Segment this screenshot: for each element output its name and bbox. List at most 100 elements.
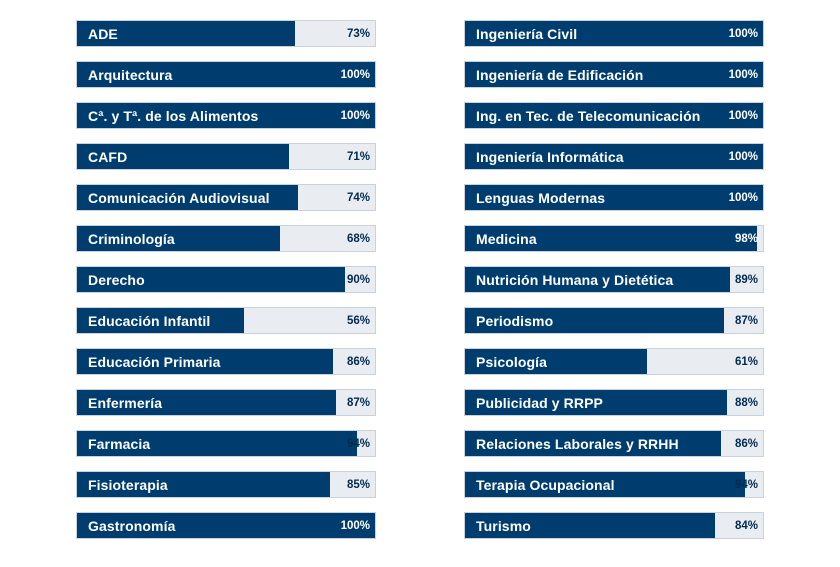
bar-row: Cª. y Tª. de los Alimentos 100% xyxy=(76,102,376,129)
bar-label: Terapia Ocupacional xyxy=(476,477,615,493)
bar-value-label: 86% xyxy=(346,356,370,368)
bar-row: ADE 73% xyxy=(76,20,376,47)
bar-row: Psicología 61% xyxy=(464,348,764,375)
bar-value-label: 100% xyxy=(340,520,370,532)
bar-row: Comunicación Audiovisual 74% xyxy=(76,184,376,211)
bar-fill xyxy=(77,21,295,46)
bar-label: Ingeniería Civil xyxy=(476,26,578,42)
bar-label: Cª. y Tª. de los Alimentos xyxy=(88,108,259,124)
bar-label: Relaciones Laborales y RRHH xyxy=(476,436,679,452)
bar-fill xyxy=(465,513,716,538)
bar-label: Nutrición Humana y Dietética xyxy=(476,272,674,288)
bar-fill xyxy=(465,144,763,169)
bar-value-label: 90% xyxy=(346,274,370,286)
bar-row: Educación Infantil 56% xyxy=(76,307,376,334)
bar-fill xyxy=(77,390,337,415)
bar-fill xyxy=(465,103,763,128)
bar-row: Medicina 98% xyxy=(464,225,764,252)
bar-row: Nutrición Humana y Dietética 89% xyxy=(464,266,764,293)
bar-label: Turismo xyxy=(476,518,531,534)
bar-row: Ingeniería Informática 100% xyxy=(464,143,764,170)
bar-value-label: 84% xyxy=(734,520,758,532)
bar-fill xyxy=(465,62,763,87)
bar-fill xyxy=(465,308,725,333)
bar-fill xyxy=(77,185,298,210)
bar-fill xyxy=(77,226,280,251)
bar-value-label: 85% xyxy=(346,479,370,491)
bar-fill xyxy=(77,144,289,169)
bar-row: Publicidad y RRPP 88% xyxy=(464,389,764,416)
bar-row: Turismo 84% xyxy=(464,512,764,539)
bar-fill xyxy=(77,431,358,456)
bar-row: Lenguas Modernas 100% xyxy=(464,184,764,211)
bar-label: Ingeniería de Edificación xyxy=(476,67,644,83)
bar-label: Derecho xyxy=(88,272,145,288)
bar-row: Arquitectura 100% xyxy=(76,61,376,88)
bar-label: Psicología xyxy=(476,354,548,370)
bar-fill xyxy=(77,349,334,374)
bar-fill xyxy=(77,308,244,333)
bar-row: Criminología 68% xyxy=(76,225,376,252)
bar-value-label: 61% xyxy=(734,356,758,368)
bar-fill xyxy=(77,472,331,497)
bar-label: ADE xyxy=(88,26,118,42)
bar-fill xyxy=(465,390,728,415)
bar-value-label: 94% xyxy=(734,479,758,491)
bar-row: Terapia Ocupacional 94% xyxy=(464,471,764,498)
bar-value-label: 88% xyxy=(734,397,758,409)
bar-row: Gastronomía 100% xyxy=(76,512,376,539)
bar-label: Publicidad y RRPP xyxy=(476,395,603,411)
bar-value-label: 89% xyxy=(734,274,758,286)
bar-value-label: 73% xyxy=(346,28,370,40)
bar-label: Criminología xyxy=(88,231,175,247)
bar-row: Derecho 90% xyxy=(76,266,376,293)
bar-value-label: 68% xyxy=(346,233,370,245)
bar-column-left: ADE 73% Arquitectura 100% Cª. y Tª. de los A… xyxy=(76,20,376,553)
bar-value-label: 71% xyxy=(346,151,370,163)
bar-row: Farmacia 94% xyxy=(76,430,376,457)
bar-label: Medicina xyxy=(476,231,537,247)
bar-label: Educación Infantil xyxy=(88,313,211,329)
bar-row: CAFD 71% xyxy=(76,143,376,170)
bar-fill xyxy=(465,472,746,497)
bar-label: Periodismo xyxy=(476,313,554,329)
bar-fill xyxy=(465,349,647,374)
bar-row: Fisioterapia 85% xyxy=(76,471,376,498)
bar-fill xyxy=(465,431,722,456)
bar-value-label: 100% xyxy=(728,28,758,40)
bar-value-label: 100% xyxy=(340,69,370,81)
bar-label: Farmacia xyxy=(88,436,151,452)
bar-value-label: 56% xyxy=(346,315,370,327)
bar-value-label: 100% xyxy=(728,110,758,122)
bar-label: CAFD xyxy=(88,149,128,165)
bar-value-label: 74% xyxy=(346,192,370,204)
bar-value-label: 100% xyxy=(340,110,370,122)
bar-row: Enfermería 87% xyxy=(76,389,376,416)
bar-row: Relaciones Laborales y RRHH 86% xyxy=(464,430,764,457)
bar-label: Ing. en Tec. de Telecomunicación xyxy=(476,108,701,124)
bar-value-label: 100% xyxy=(728,69,758,81)
bar-value-label: 94% xyxy=(346,438,370,450)
bar-label: Lenguas Modernas xyxy=(476,190,606,206)
bar-row: Ing. en Tec. de Telecomunicación 100% xyxy=(464,102,764,129)
bar-label: Fisioterapia xyxy=(88,477,168,493)
bar-fill xyxy=(77,62,375,87)
bar-label: Educación Primaria xyxy=(88,354,221,370)
bar-value-label: 87% xyxy=(346,397,370,409)
bar-row: Educación Primaria 86% xyxy=(76,348,376,375)
bar-row: Ingeniería de Edificación 100% xyxy=(464,61,764,88)
bar-row: Ingeniería Civil 100% xyxy=(464,20,764,47)
bar-fill xyxy=(465,21,763,46)
bar-label: Gastronomía xyxy=(88,518,176,534)
bar-value-label: 100% xyxy=(728,151,758,163)
bar-label: Ingeniería Informática xyxy=(476,149,624,165)
bar-value-label: 98% xyxy=(734,233,758,245)
bar-column-right: Ingeniería Civil 100% Ingeniería de Edific… xyxy=(464,20,764,553)
bar-row: Periodismo 87% xyxy=(464,307,764,334)
bar-fill xyxy=(77,267,346,292)
bar-value-label: 86% xyxy=(734,438,758,450)
bar-fill xyxy=(465,226,758,251)
bar-value-label: 87% xyxy=(734,315,758,327)
bar-fill xyxy=(77,513,375,538)
bar-fill xyxy=(465,267,731,292)
